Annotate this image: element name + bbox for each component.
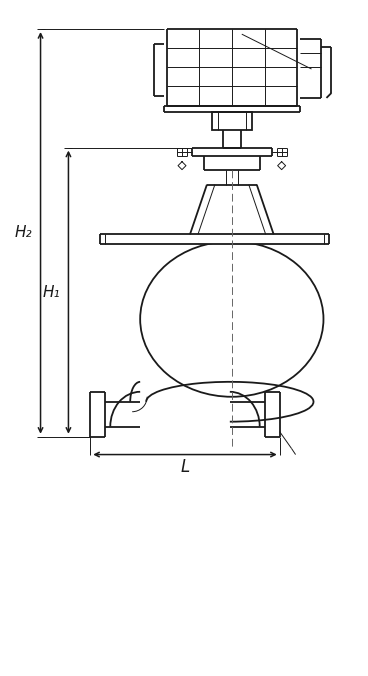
Text: L: L [180, 458, 190, 475]
Bar [212, 112, 252, 130]
Text: H₁: H₁ [43, 285, 60, 299]
Text: H₂: H₂ [15, 225, 32, 241]
